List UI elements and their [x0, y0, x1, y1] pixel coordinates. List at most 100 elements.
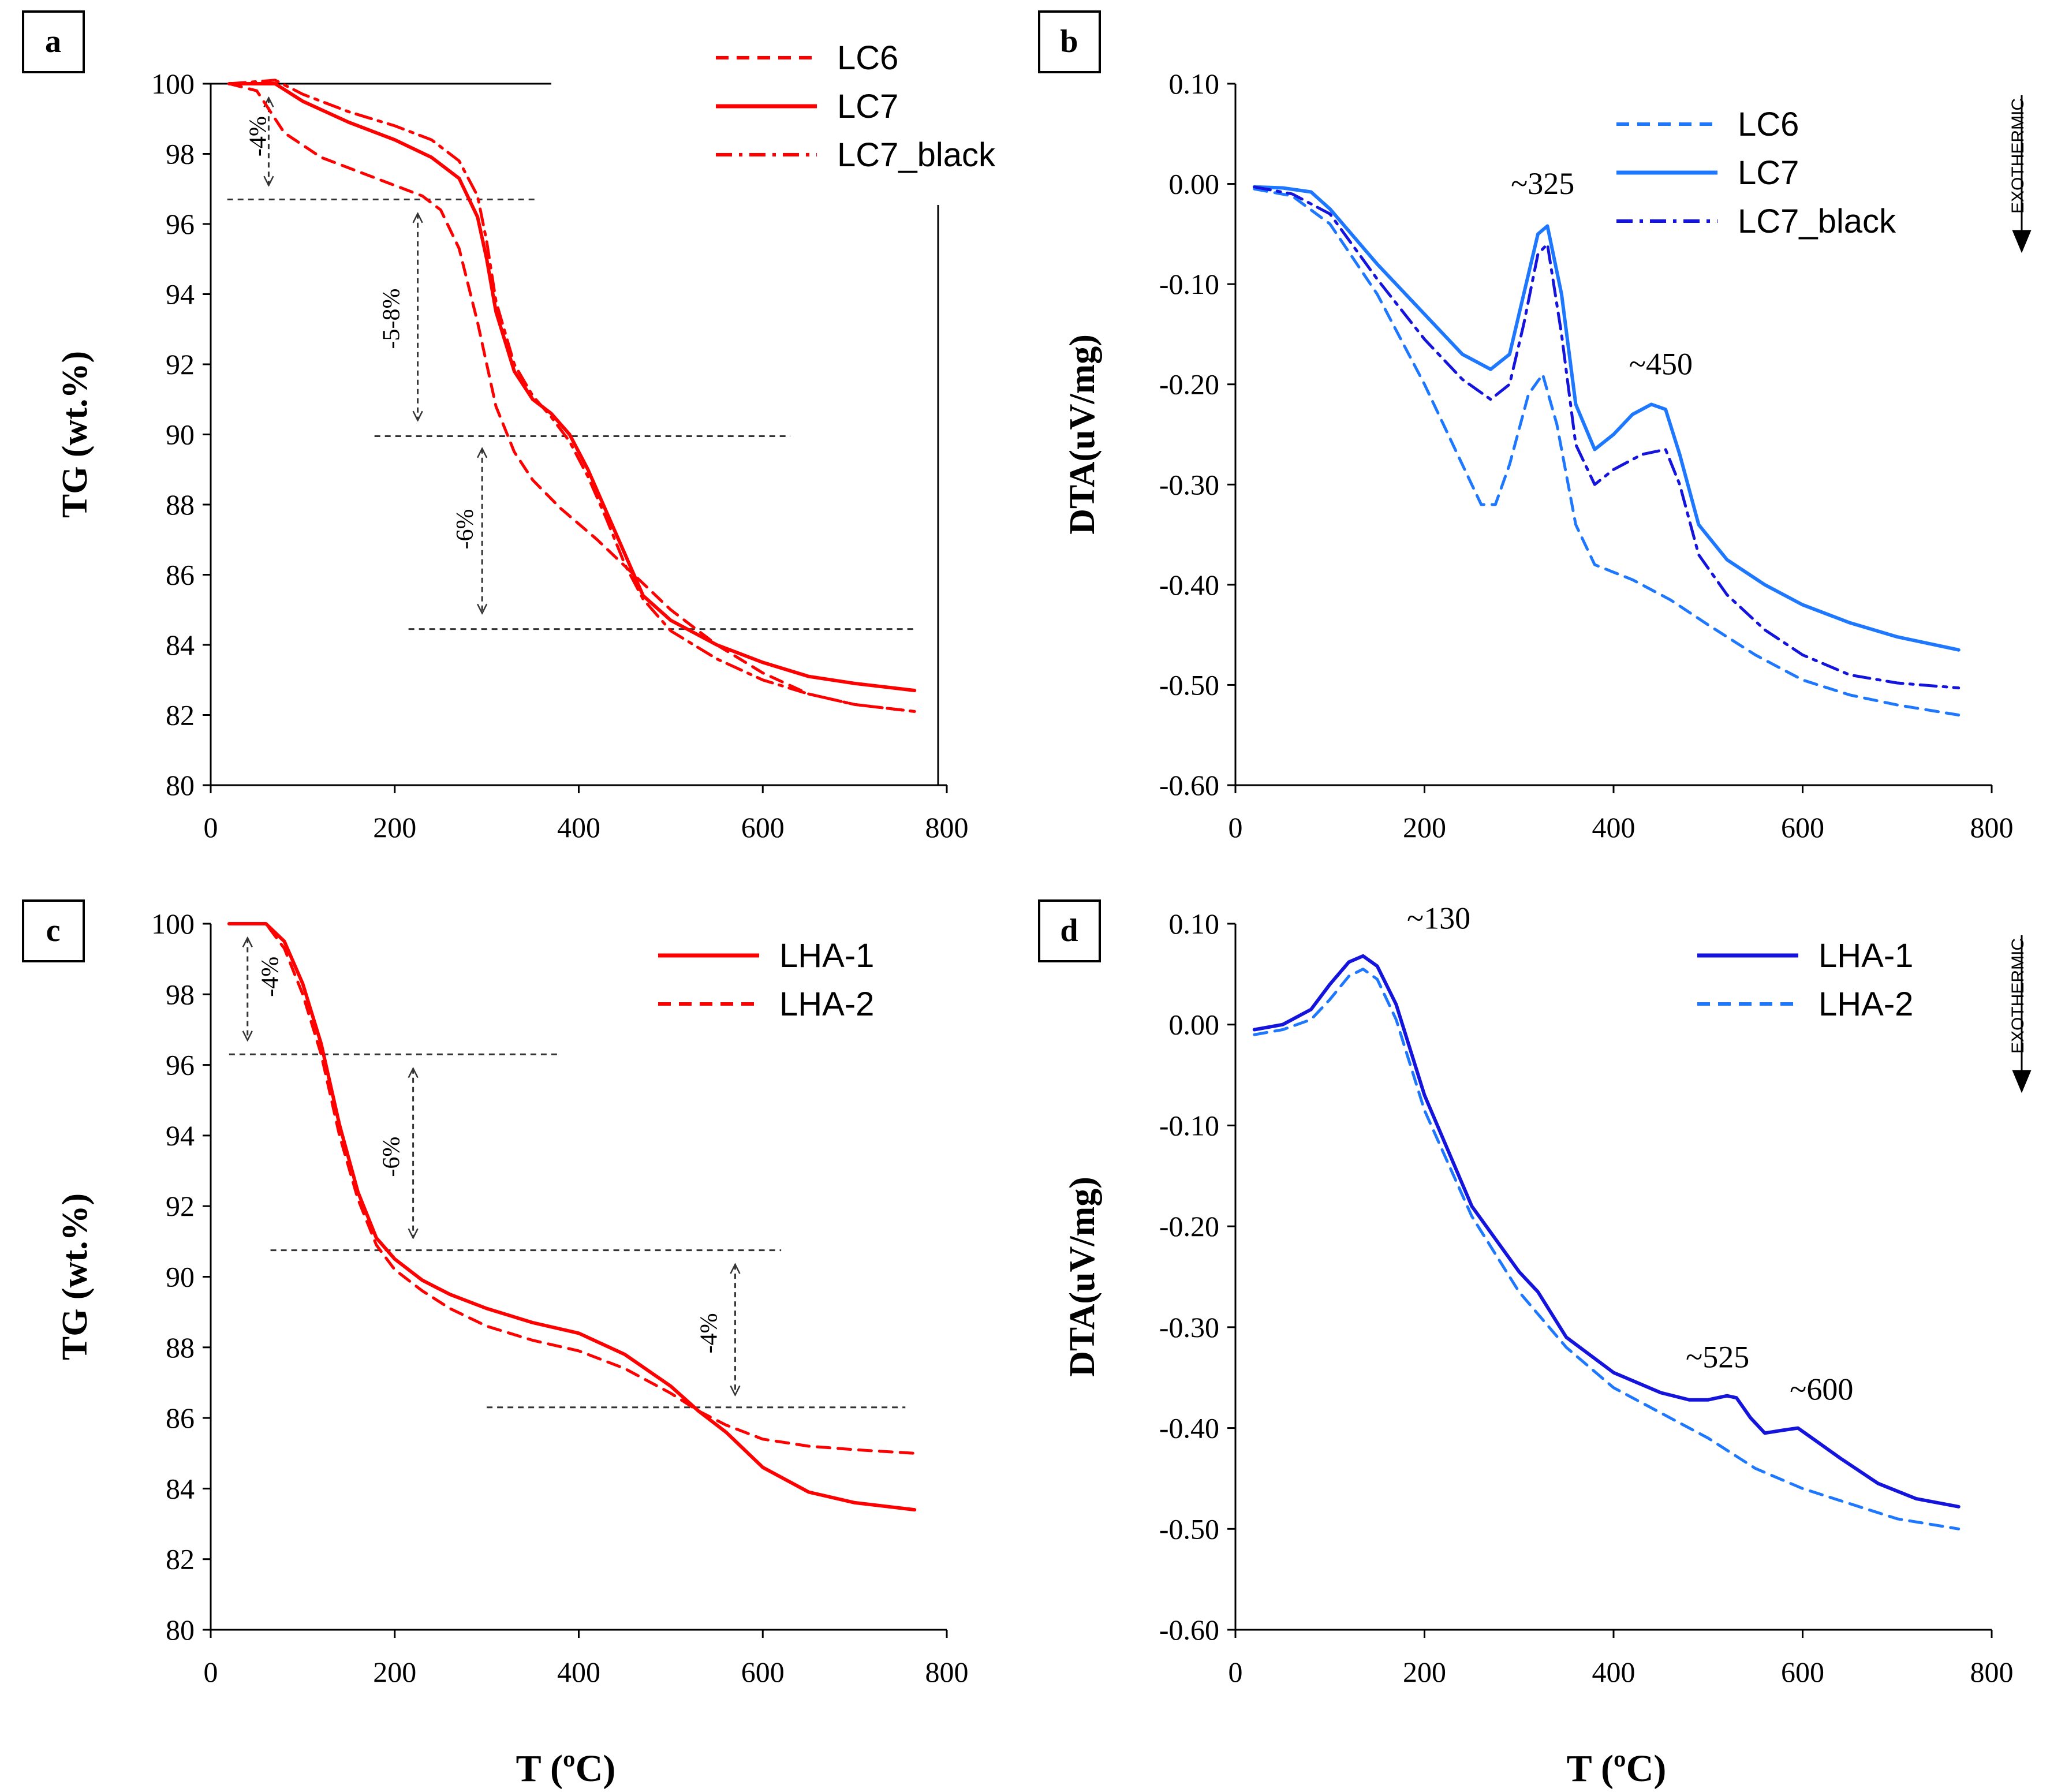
y-tick-label: 94 — [166, 278, 195, 311]
x-tick-label: 800 — [925, 1656, 969, 1688]
y-tick-label: 82 — [166, 1543, 195, 1576]
panel-label-box — [1038, 10, 1101, 73]
annotation-label: -6% — [379, 1137, 405, 1177]
panel-label: c — [46, 913, 61, 949]
series-line-lc6 — [227, 82, 916, 713]
y-axis-title: DTA(uV/mg) — [1063, 1177, 1102, 1377]
y-tick-label: -0.50 — [1159, 1513, 1219, 1545]
y-tick-label: 86 — [166, 559, 195, 591]
x-tick-label: 200 — [1403, 1656, 1446, 1688]
series-line-lc7-black — [1253, 185, 1961, 690]
x-tick-label: 600 — [1781, 811, 1824, 843]
x-tick-label: 800 — [925, 811, 969, 843]
legend-label: LC7_black — [837, 136, 996, 174]
x-tick-label: 200 — [1403, 811, 1446, 843]
y-tick-label: 0.00 — [1169, 1009, 1220, 1041]
panel-label: d — [1060, 913, 1078, 949]
y-tick-label: 88 — [166, 1331, 195, 1364]
x-tick-label: 800 — [1970, 811, 2014, 843]
legend-label: LC6 — [837, 39, 898, 77]
x-tick-label: 400 — [557, 1656, 600, 1688]
y-tick-label: 92 — [166, 1190, 195, 1222]
x-tick-label: 600 — [741, 811, 785, 843]
series-line-lha-1 — [227, 922, 917, 1512]
annotation-label: ~325 — [1511, 166, 1574, 201]
y-tick-label: 80 — [166, 769, 195, 801]
y-tick-label: 84 — [166, 1472, 195, 1504]
x-tick-label: 0 — [1228, 811, 1243, 843]
x-axis-title-right: T (ºC) — [1567, 1748, 1667, 1790]
y-tick-label: 90 — [166, 1261, 195, 1293]
y-tick-label: -0.30 — [1159, 1311, 1219, 1343]
panel-label-box — [22, 10, 85, 73]
y-tick-label: -0.20 — [1159, 368, 1219, 401]
x-tick-label: 0 — [204, 1656, 218, 1688]
y-tick-label: -0.10 — [1159, 268, 1219, 300]
panel-label: b — [1060, 24, 1078, 59]
legend-label: LHA-1 — [779, 937, 874, 975]
y-tick-label: 84 — [166, 629, 195, 661]
y-tick-label: -0.60 — [1159, 1614, 1219, 1646]
panel-d: -0.60 -0.50 -0.40 -0.30 -0.20 -0.10 0.00 0.10 0 2… — [1038, 899, 2032, 1688]
y-tick-label: 98 — [166, 978, 195, 1010]
x-tick-label: 400 — [1592, 811, 1635, 843]
y-tick-label: 100 — [151, 908, 195, 940]
x-tick-label: 600 — [741, 1656, 785, 1688]
x-tick-label: 200 — [373, 1656, 416, 1688]
x-tick-label: 600 — [1781, 1656, 1824, 1688]
y-tick-label: -0.40 — [1159, 569, 1219, 601]
y-tick-label: 80 — [166, 1614, 195, 1646]
panel-c: 80 82 84 86 88 90 92 94 96 98 100 0 200 400 600 800 TG (… — [22, 899, 969, 1688]
panel-label-box — [22, 899, 85, 962]
y-tick-label: -0.10 — [1159, 1109, 1219, 1141]
y-tick-label: 88 — [166, 488, 195, 521]
y-tick-label: -0.40 — [1159, 1412, 1219, 1444]
legend-label: LC6 — [1738, 106, 1799, 143]
annotation-label: -4% — [696, 1313, 723, 1353]
x-axis-title-left: T (ºC) — [516, 1748, 616, 1790]
y-tick-label: 86 — [166, 1402, 195, 1434]
y-tick-label: 100 — [151, 68, 195, 100]
series-line-lha-2 — [227, 922, 916, 1455]
y-tick-label: 90 — [166, 419, 195, 451]
y-axis-title: DTA(uV/mg) — [1063, 334, 1102, 535]
x-tick-label: 800 — [1970, 1656, 2014, 1688]
y-tick-label: 92 — [166, 348, 195, 380]
legend-label: LC7_black — [1738, 203, 1896, 240]
y-tick-label: -0.20 — [1159, 1210, 1219, 1242]
annotation-label: ~525 — [1686, 1340, 1749, 1375]
y-tick-label: 0.10 — [1169, 908, 1220, 940]
y-tick-label: 94 — [166, 1119, 195, 1152]
series-line-lc7-black — [227, 79, 916, 713]
y-tick-label: 0.10 — [1169, 68, 1220, 100]
y-tick-label: -0.50 — [1159, 669, 1219, 701]
exothermic-label: EXOTHERMIC — [2008, 938, 2027, 1054]
x-tick-label: 0 — [1228, 1656, 1243, 1688]
x-tick-label: 400 — [557, 811, 600, 843]
series-line-lha-2 — [1253, 968, 1961, 1530]
series-line-lha-1 — [1252, 954, 1961, 1509]
exothermic-label: EXOTHERMIC — [2008, 98, 2027, 214]
series-line-lc6 — [1253, 187, 1961, 716]
annotation-label: -6% — [452, 509, 479, 550]
annotation-label: ~600 — [1790, 1372, 1853, 1407]
panel-b: -0.60 -0.50 -0.40 -0.30 -0.20 -0.10 0.00 0.10 0 2… — [1038, 10, 2032, 843]
legend-label: LC7 — [837, 88, 898, 125]
y-tick-label: -0.60 — [1159, 769, 1219, 801]
legend-label: LHA-1 — [1819, 937, 1913, 975]
x-tick-label: 400 — [1592, 1656, 1635, 1688]
y-tick-label: 96 — [166, 1049, 195, 1081]
y-tick-label: 98 — [166, 138, 195, 170]
annotation-label: -4% — [245, 116, 272, 156]
y-tick-label: -0.30 — [1159, 468, 1219, 501]
y-axis-title: TG (wt.%) — [55, 351, 95, 518]
annotation-label: -4% — [257, 957, 283, 997]
x-tick-label: 0 — [204, 811, 218, 843]
y-tick-label: 0.00 — [1169, 168, 1220, 200]
legend-label: LHA-2 — [1819, 985, 1913, 1023]
y-tick-label: 96 — [166, 208, 195, 240]
series-line-lc7 — [1252, 185, 1961, 652]
y-tick-label: 82 — [166, 699, 195, 731]
annotation-label: -5-8% — [379, 289, 405, 349]
